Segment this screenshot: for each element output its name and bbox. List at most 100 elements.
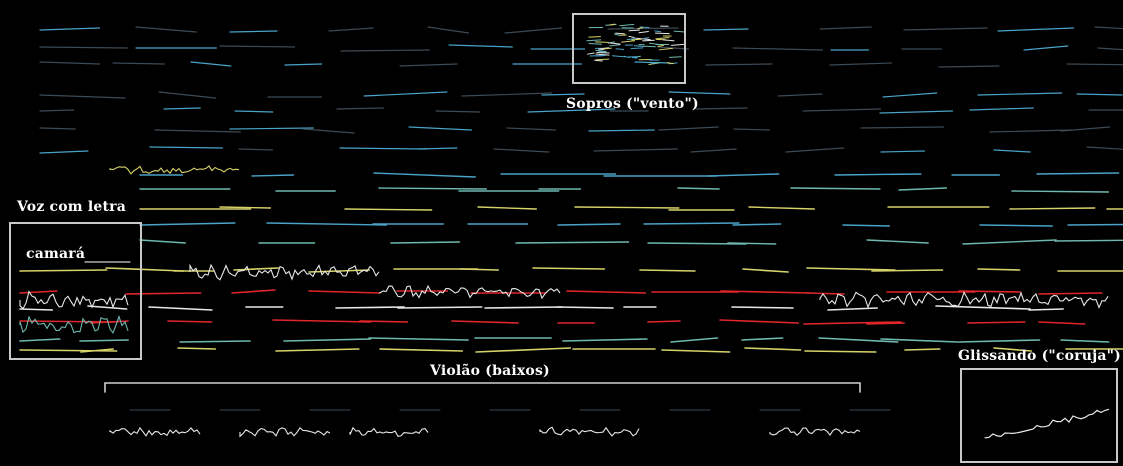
faint-trace xyxy=(1076,93,1123,96)
faint-trace xyxy=(284,63,323,66)
faint-trace xyxy=(802,108,882,112)
faint-trace xyxy=(504,27,563,34)
bass-trace xyxy=(769,427,861,437)
voz-label: Voz com letra xyxy=(17,199,127,215)
vocal-trace xyxy=(19,290,129,310)
sopros-trace xyxy=(643,45,656,48)
pitch-trace xyxy=(639,269,696,272)
pitch-trace xyxy=(562,338,648,342)
sopros-trace xyxy=(608,42,621,45)
faint-trace xyxy=(733,128,770,131)
faint-trace xyxy=(427,26,470,34)
vocal-trace xyxy=(819,291,1109,309)
sopros-trace xyxy=(595,53,610,56)
sopros-trace xyxy=(639,26,650,29)
faint-trace xyxy=(785,147,845,153)
pitch-trace xyxy=(720,290,811,294)
pitch-trace xyxy=(19,308,54,311)
faint-trace xyxy=(149,146,224,149)
pitch-trace xyxy=(1054,239,1123,242)
pitch-trace xyxy=(842,224,890,227)
pitch-trace xyxy=(1060,339,1110,343)
sopros-trace xyxy=(638,30,649,34)
sopros-trace xyxy=(615,48,625,51)
pitch-trace xyxy=(231,289,276,294)
pitch-trace xyxy=(379,348,464,352)
pitch-trace xyxy=(344,208,433,211)
sopros-box xyxy=(572,13,686,84)
faint-trace xyxy=(903,27,988,31)
pitch-trace xyxy=(818,337,899,343)
faint-trace xyxy=(860,126,945,129)
pitch-trace xyxy=(451,320,520,324)
faint-trace xyxy=(408,126,473,131)
pitch-trace xyxy=(359,320,409,323)
sopros-trace xyxy=(614,33,621,36)
pitch-trace xyxy=(308,290,381,294)
vocal-trace xyxy=(19,315,129,335)
pitch-trace xyxy=(744,347,802,351)
pitch-trace xyxy=(574,206,680,209)
sopros-trace xyxy=(594,41,610,43)
faint-trace xyxy=(336,107,385,110)
sopros-trace xyxy=(609,44,621,47)
pitch-trace xyxy=(866,239,929,244)
faint-trace xyxy=(112,62,165,65)
faint-trace xyxy=(607,27,679,30)
faint-trace xyxy=(593,148,679,152)
faint-trace xyxy=(363,91,448,97)
pitch-trace xyxy=(275,348,360,352)
pitch-trace xyxy=(19,269,108,272)
faint-trace xyxy=(527,108,616,113)
sopros-trace xyxy=(662,39,675,42)
pitch-trace xyxy=(373,172,476,178)
pitch-trace xyxy=(19,338,61,342)
sopros-trace xyxy=(648,42,660,46)
pitch-trace xyxy=(967,321,1026,324)
pitch-trace xyxy=(993,347,1033,352)
faint-trace xyxy=(506,127,557,131)
sopros-trace xyxy=(595,49,607,53)
pitch-trace xyxy=(670,337,719,343)
pitch-trace xyxy=(368,337,469,341)
pitch-trace xyxy=(719,319,800,324)
pitch-trace xyxy=(1038,292,1103,295)
pitch-trace xyxy=(397,306,483,309)
sopros-trace xyxy=(631,56,638,59)
sopros-trace xyxy=(615,32,625,35)
faint-trace xyxy=(969,107,1034,111)
faint-trace xyxy=(39,94,126,99)
faint-trace xyxy=(879,110,954,114)
faint-trace xyxy=(435,110,481,113)
glissando-trace xyxy=(984,408,1110,439)
sopros-trace xyxy=(595,58,610,61)
pitch-trace xyxy=(1067,223,1123,226)
faint-trace xyxy=(39,127,76,130)
pitch-trace xyxy=(871,269,944,272)
pitch-trace xyxy=(308,269,370,273)
faint-trace xyxy=(448,44,513,48)
pitch-trace xyxy=(707,173,780,177)
sopros-trace xyxy=(630,47,644,50)
faint-trace xyxy=(39,150,89,154)
sopros-trace xyxy=(611,55,626,58)
faint-trace xyxy=(690,148,737,153)
sopros-trace xyxy=(623,55,631,58)
pitch-trace xyxy=(1038,321,1086,325)
faint-trace xyxy=(1023,45,1069,51)
pitch-trace xyxy=(880,338,959,343)
faint-trace xyxy=(705,63,773,66)
pitch-trace xyxy=(834,173,922,176)
violao-label: Violão (baixos) xyxy=(430,363,550,379)
pitch-trace xyxy=(742,268,789,273)
bass-trace xyxy=(539,426,640,437)
vocal-trace xyxy=(189,263,380,281)
faint-trace xyxy=(339,147,428,150)
faint-trace xyxy=(829,62,893,66)
pitch-trace xyxy=(515,241,630,244)
faint-trace xyxy=(634,61,671,64)
pitch-trace xyxy=(125,292,202,295)
faint-trace xyxy=(190,61,232,67)
faint-trace xyxy=(1086,146,1123,150)
